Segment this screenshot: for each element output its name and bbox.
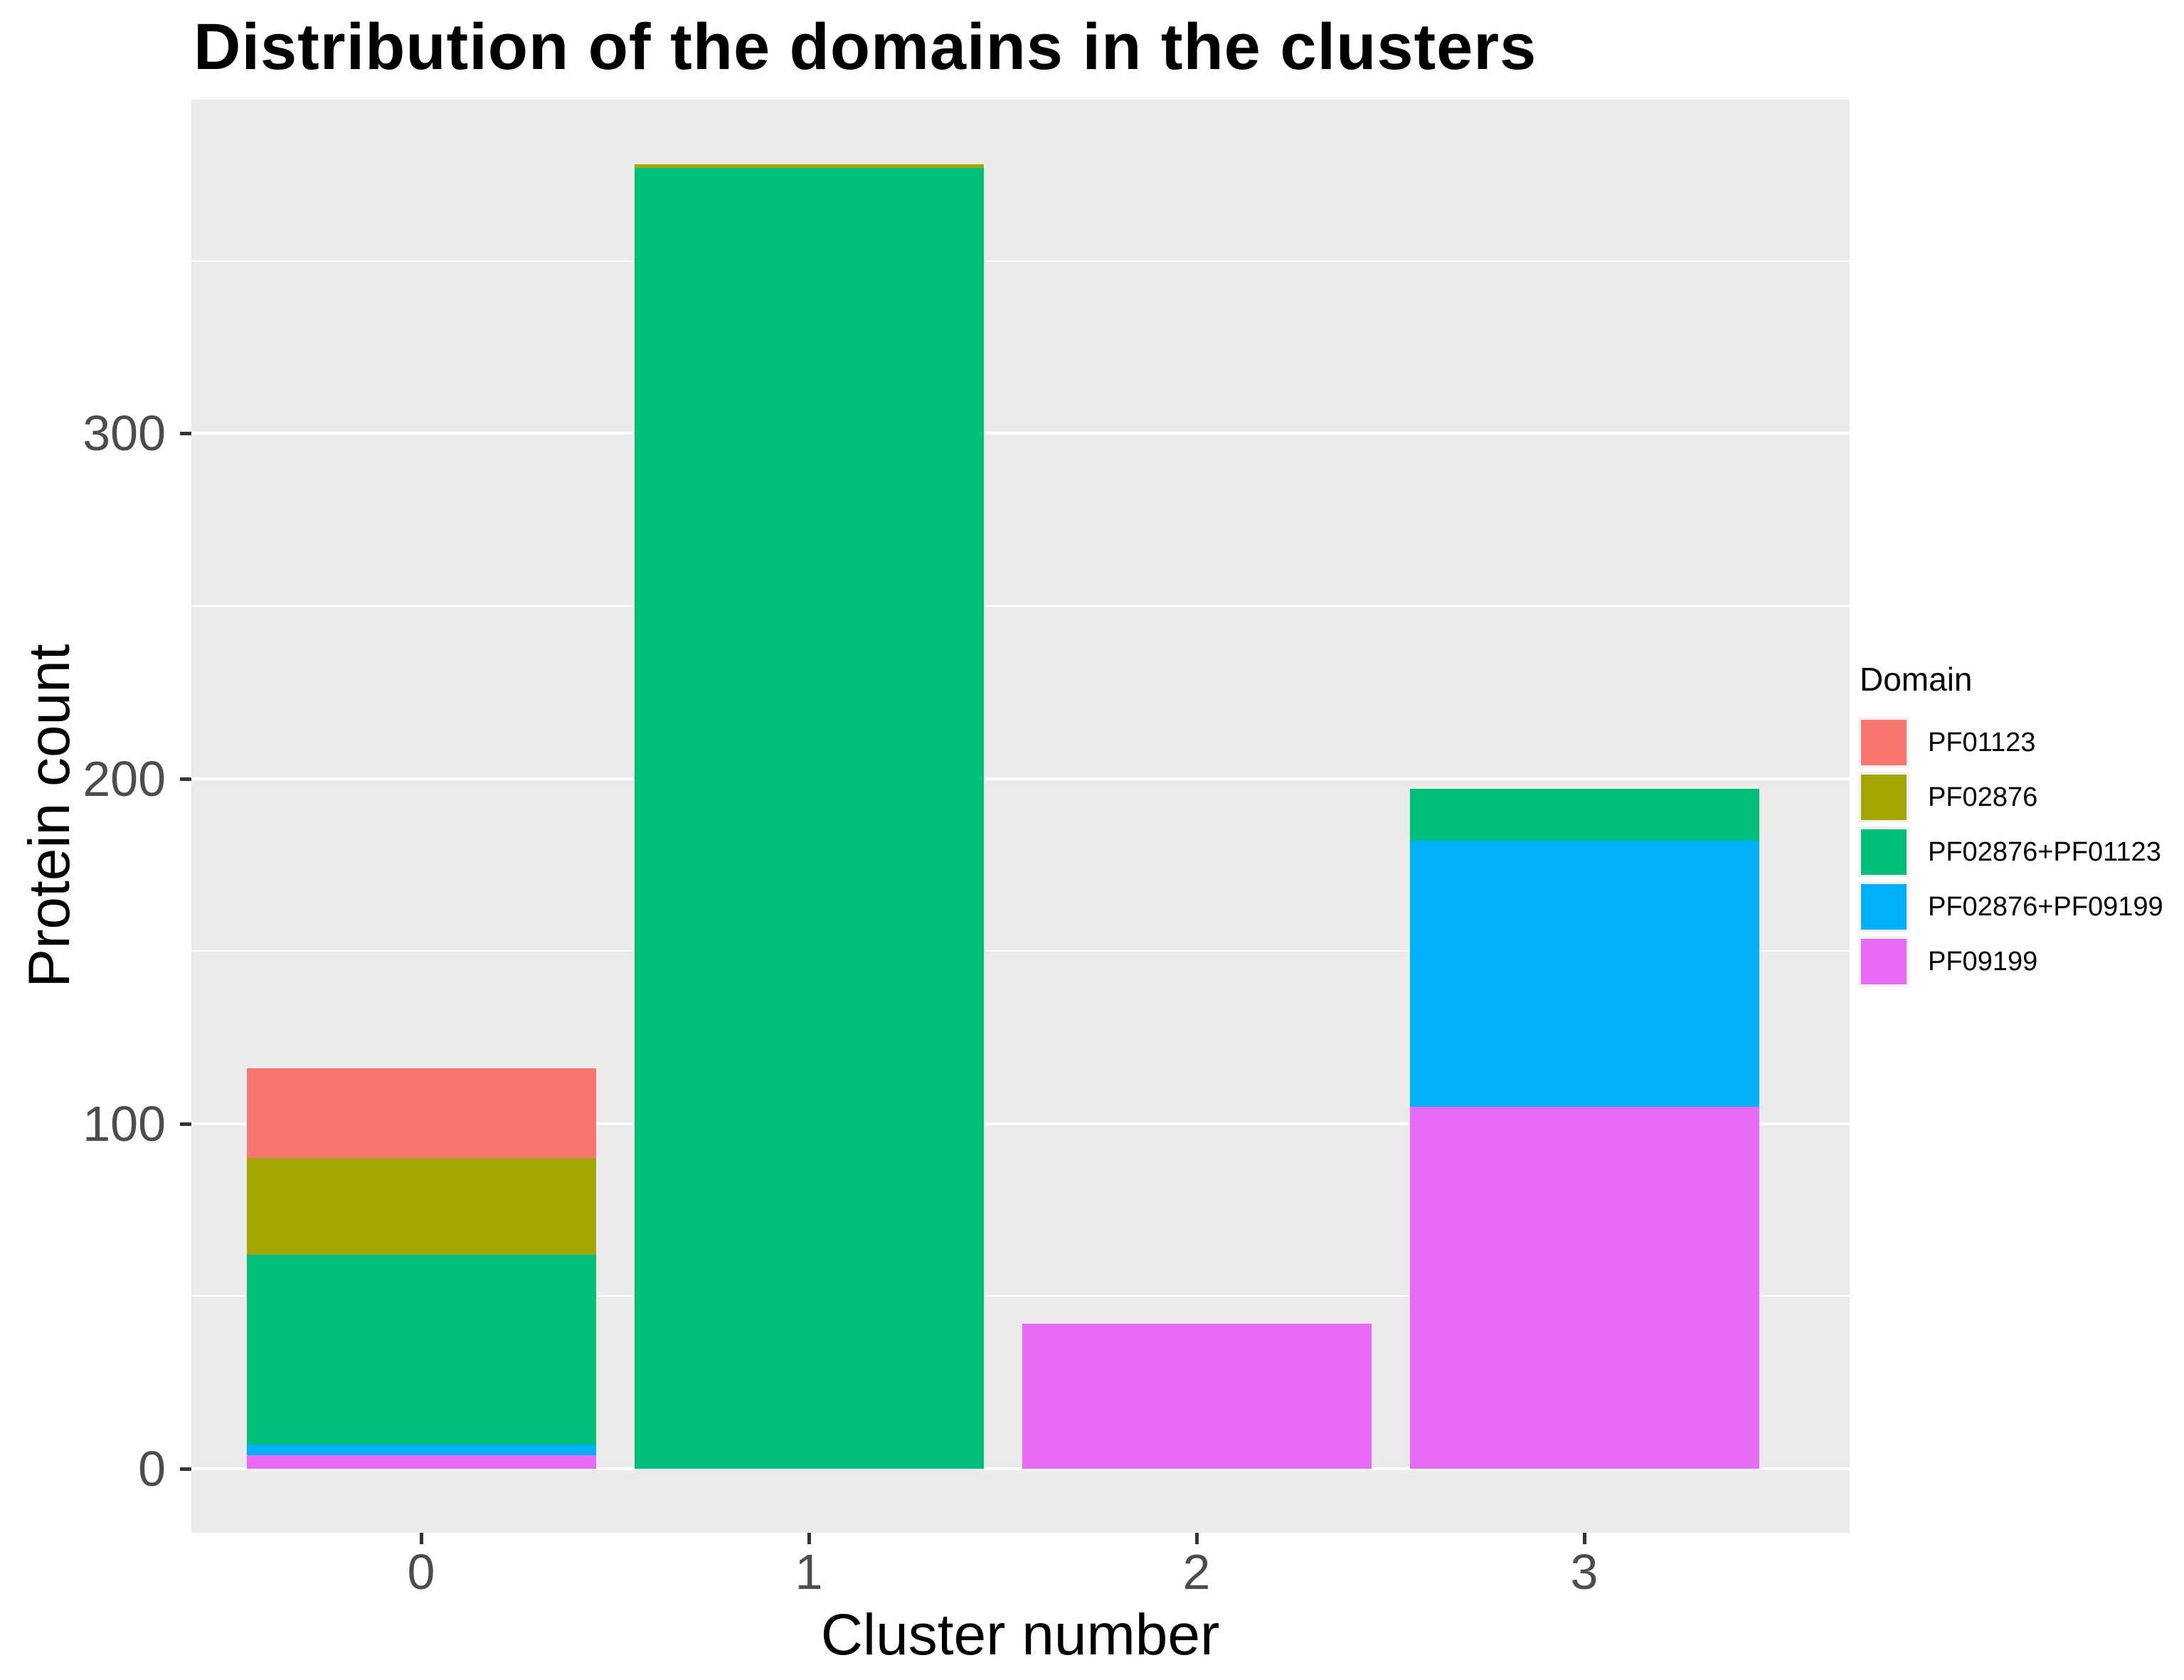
major-gridline bbox=[191, 1122, 1850, 1125]
bar-segment-cluster0-PF02876+PF09199 bbox=[246, 1445, 596, 1455]
minor-gridline bbox=[191, 260, 1850, 262]
legend-swatch-icon bbox=[1861, 720, 1907, 765]
legend: Domain PF01123 PF02876 PF02876+PF01123 PF02… bbox=[1858, 660, 2183, 991]
legend-entry-PF02876: PF02876 bbox=[1858, 772, 2183, 823]
minor-gridline bbox=[191, 605, 1850, 607]
legend-label: PF02876 bbox=[1928, 782, 2038, 812]
y-tick-mark bbox=[180, 1467, 191, 1471]
y-tick-mark bbox=[180, 777, 191, 781]
bar-segment-cluster1-PF02876+PF01123 bbox=[634, 167, 984, 1469]
legend-entry-PF01123: PF01123 bbox=[1858, 717, 2183, 768]
legend-key bbox=[1858, 881, 1909, 932]
y-axis-title: Protein count bbox=[17, 644, 82, 988]
legend-entry-PF09199: PF09199 bbox=[1858, 936, 2183, 987]
bar-segment-cluster3-PF02876+PF01123 bbox=[1409, 789, 1759, 841]
legend-swatch-icon bbox=[1861, 884, 1907, 930]
legend-label: PF02876+PF01123 bbox=[1928, 836, 2161, 867]
minor-gridline bbox=[191, 950, 1850, 952]
x-tick-mark bbox=[807, 1533, 811, 1544]
bar-segment-cluster3-PF09199 bbox=[1409, 1106, 1759, 1469]
x-tick-mark bbox=[1583, 1533, 1586, 1544]
x-tick-label: 1 bbox=[795, 1544, 823, 1600]
y-tick-label: 100 bbox=[83, 1095, 166, 1152]
bar-segment-cluster1-PF02876 bbox=[634, 164, 984, 168]
y-tick-label: 200 bbox=[83, 750, 166, 807]
bar-segment-cluster3-PF02876+PF09199 bbox=[1409, 840, 1759, 1107]
bar-segment-cluster0-PF01123 bbox=[246, 1068, 596, 1159]
legend-swatch-icon bbox=[1861, 829, 1907, 875]
x-tick-label: 0 bbox=[407, 1544, 435, 1600]
x-tick-mark bbox=[420, 1533, 423, 1544]
bar-segment-cluster2-PF09199 bbox=[1022, 1324, 1372, 1469]
legend-swatch-icon bbox=[1861, 939, 1907, 984]
legend-entries: PF01123 PF02876 PF02876+PF01123 PF02876+PF0… bbox=[1858, 717, 2183, 987]
x-axis-title: Cluster number bbox=[820, 1602, 1220, 1667]
major-gridline bbox=[191, 432, 1850, 435]
bar-segment-cluster0-PF09199 bbox=[246, 1455, 596, 1469]
major-gridline bbox=[191, 1467, 1850, 1470]
legend-label: PF09199 bbox=[1928, 946, 2038, 977]
plot-panel bbox=[191, 100, 1850, 1533]
legend-entry-PF02876+PF01123: PF02876+PF01123 bbox=[1858, 826, 2183, 878]
legend-key bbox=[1858, 826, 1909, 878]
legend-title: Domain bbox=[1860, 661, 1973, 698]
legend-entry-PF02876+PF09199: PF02876+PF09199 bbox=[1858, 881, 2183, 932]
legend-key bbox=[1858, 936, 1909, 987]
y-tick-label: 0 bbox=[138, 1441, 166, 1496]
legend-key bbox=[1858, 717, 1909, 768]
legend-label: PF01123 bbox=[1928, 727, 2036, 757]
legend-swatch-icon bbox=[1861, 775, 1907, 820]
minor-gridline bbox=[191, 1295, 1850, 1297]
x-tick-mark bbox=[1195, 1533, 1199, 1544]
y-tick-mark bbox=[180, 1122, 191, 1126]
y-tick-mark bbox=[180, 432, 191, 436]
legend-label: PF02876+PF09199 bbox=[1928, 891, 2163, 922]
bar-segment-cluster0-PF02876+PF01123 bbox=[246, 1255, 596, 1445]
major-gridline bbox=[191, 777, 1850, 780]
x-tick-label: 3 bbox=[1570, 1544, 1599, 1600]
legend-key bbox=[1858, 772, 1909, 823]
x-tick-label: 2 bbox=[1182, 1544, 1211, 1600]
chart-title: Distribution of the domains in the clust… bbox=[194, 11, 1537, 83]
bar-segment-cluster0-PF02876 bbox=[246, 1158, 596, 1255]
y-tick-label: 300 bbox=[83, 405, 166, 462]
